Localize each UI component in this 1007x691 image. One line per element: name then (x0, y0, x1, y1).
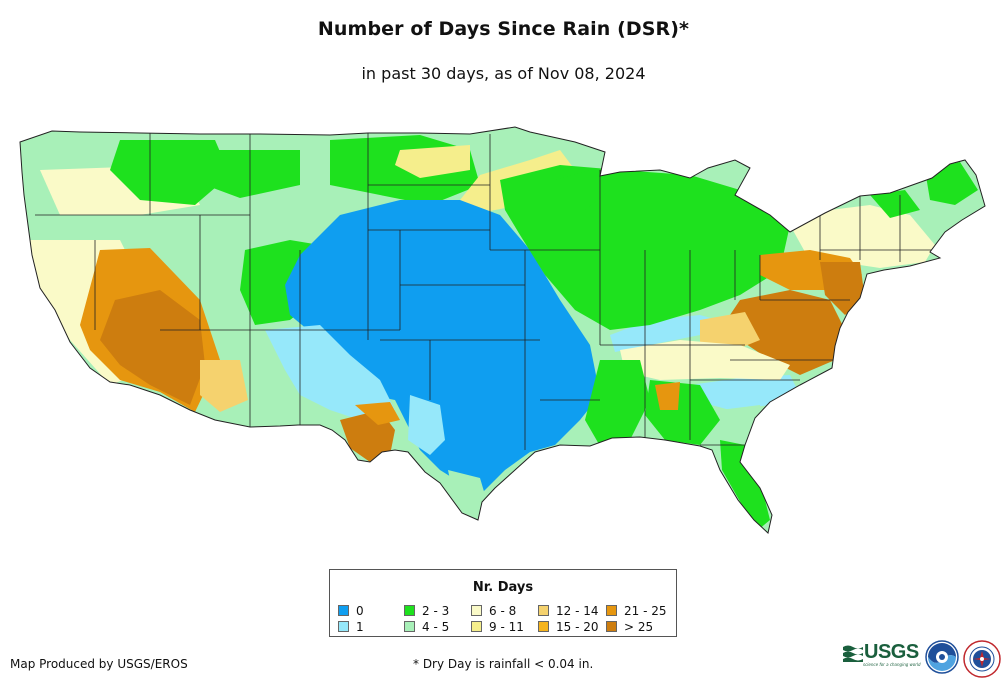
usgs-logo-text: USGS (864, 641, 919, 663)
legend-swatch-7 (538, 621, 549, 632)
usgs-wave-icon (843, 645, 863, 662)
dry-day-note: * Dry Day is rainfall < 0.04 in. (413, 657, 594, 671)
legend-swatch-8 (606, 605, 617, 616)
legend-label-4: 6 - 8 (489, 604, 517, 618)
legend-item-6: 12 - 14 (538, 605, 599, 617)
legend-item-4: 6 - 8 (471, 605, 516, 617)
legend-item-1: 1 (338, 621, 364, 633)
legend-item-7: 15 - 20 (538, 621, 599, 633)
usgs-logo-tagline: science for a changing world (863, 662, 921, 667)
legend-swatch-6 (538, 605, 549, 616)
legend-item-9: > 25 (606, 621, 653, 633)
legend-label-5: 9 - 11 (489, 620, 524, 634)
legend-swatch-0 (338, 605, 349, 616)
map-legend: Nr. Days 0 1 2 - 3 4 - 5 6 - 8 9 - 11 12… (329, 569, 677, 637)
legend-swatch-9 (606, 621, 617, 632)
legend-item-2: 2 - 3 (404, 605, 449, 617)
legend-swatch-1 (338, 621, 349, 632)
legend-label-1: 1 (356, 620, 364, 634)
nws-logo (963, 640, 1001, 678)
legend-title: Nr. Days (472, 580, 534, 595)
credit-text: Map Produced by USGS/EROS (10, 657, 188, 671)
legend-label-2: 2 - 3 (422, 604, 450, 618)
legend-swatch-4 (471, 605, 482, 616)
legend-label-7: 15 - 20 (556, 620, 599, 634)
noaa-logo (925, 640, 959, 674)
legend-swatch-5 (471, 621, 482, 632)
map-title: Number of Days Since Rain (DSR)* (317, 18, 690, 40)
legend-label-6: 12 - 14 (556, 604, 599, 618)
legend-label-3: 4 - 5 (422, 620, 450, 634)
legend-item-3: 4 - 5 (404, 621, 449, 633)
usgs-logo: USGS science for a changing world (843, 641, 921, 667)
legend-label-9: > 25 (624, 620, 654, 634)
legend-swatch-2 (404, 605, 415, 616)
legend-item-0: 0 (338, 605, 364, 617)
legend-label-8: 21 - 25 (624, 604, 667, 618)
dsr-map (19, 126, 986, 534)
legend-swatch-3 (404, 621, 415, 632)
map-subtitle: in past 30 days, as of Nov 08, 2024 (361, 64, 646, 83)
legend-item-5: 9 - 11 (471, 621, 524, 633)
legend-label-0: 0 (356, 604, 364, 618)
legend-item-8: 21 - 25 (606, 605, 667, 617)
